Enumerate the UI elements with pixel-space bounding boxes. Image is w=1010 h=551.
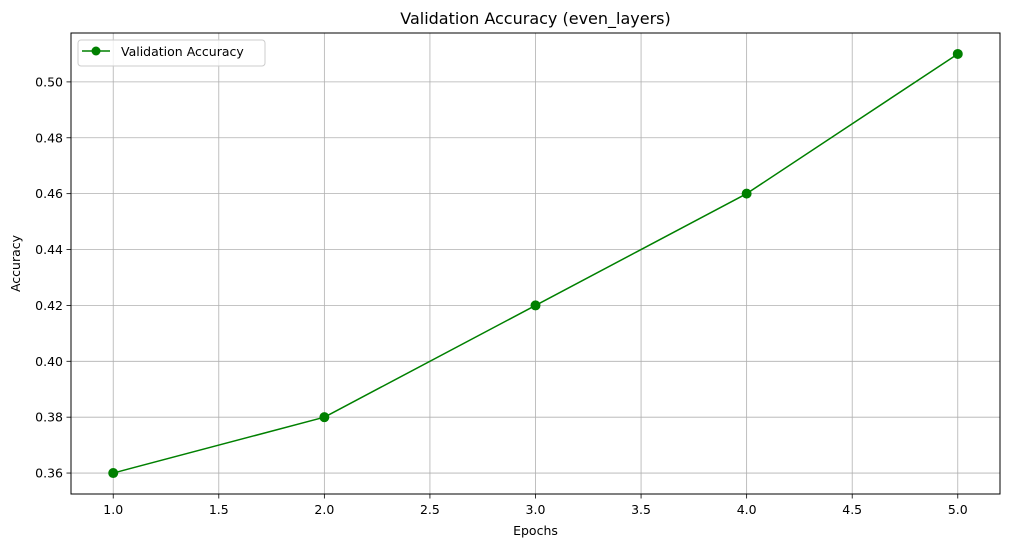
x-tick-label: 2.5 <box>420 502 440 517</box>
y-tick-label: 0.48 <box>35 130 63 145</box>
y-tick-label: 0.42 <box>35 298 63 313</box>
x-tick-label: 2.0 <box>314 502 334 517</box>
y-tick-label: 0.36 <box>35 466 63 481</box>
y-tick-label: 0.40 <box>35 354 63 369</box>
y-tick-label: 0.38 <box>35 410 63 425</box>
y-tick-label: 0.44 <box>35 242 63 257</box>
x-tick-label: 4.0 <box>737 502 757 517</box>
x-tick-label: 5.0 <box>948 502 968 517</box>
data-point <box>952 48 963 59</box>
y-tick-label: 0.50 <box>35 74 63 89</box>
legend-label: Validation Accuracy <box>121 44 244 59</box>
y-tick-label: 0.46 <box>35 186 63 201</box>
ticks: 1.0 1.5 2.0 2.5 3.0 3.5 4.0 4.5 5.0 0.36 0.38 0.40 0… <box>35 74 968 517</box>
y-axis-label: Accuracy <box>8 234 23 292</box>
data-point <box>741 188 752 199</box>
x-tick-label: 1.5 <box>209 502 229 517</box>
grid <box>71 33 1000 494</box>
x-tick-label: 3.5 <box>631 502 651 517</box>
x-tick-label: 3.0 <box>526 502 546 517</box>
data-point <box>108 468 119 479</box>
x-tick-label: 4.5 <box>842 502 862 517</box>
legend-marker-swatch <box>91 46 101 56</box>
data-point <box>530 300 541 311</box>
chart-title: Validation Accuracy (even_layers) <box>400 9 670 29</box>
series-layer <box>108 48 963 479</box>
data-point <box>319 412 330 423</box>
legend: Validation Accuracy <box>77 39 266 67</box>
x-tick-label: 1.0 <box>103 502 123 517</box>
legend-box <box>77 39 266 67</box>
x-axis-label: Epochs <box>513 523 558 538</box>
